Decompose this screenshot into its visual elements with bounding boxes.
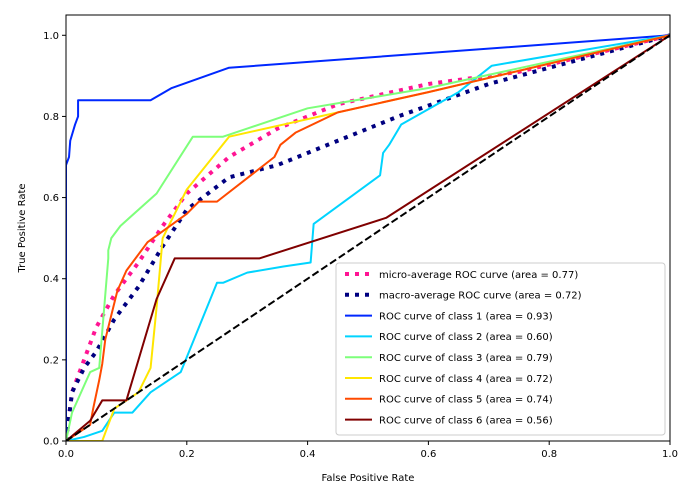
roc-curve-class-5 bbox=[66, 34, 670, 441]
chance-diagonal-line bbox=[66, 34, 670, 441]
y-tick-label: 0.8 bbox=[43, 112, 59, 123]
legend-label: ROC curve of class 5 (area = 0.74) bbox=[379, 395, 553, 406]
legend-label: ROC curve of class 3 (area = 0.79) bbox=[379, 353, 553, 364]
y-tick-label: 1.0 bbox=[43, 31, 59, 42]
macro-average-curve bbox=[66, 33, 670, 441]
roc-curve-class-3 bbox=[66, 34, 670, 441]
roc-curve-class-2 bbox=[66, 34, 670, 441]
y-axis: 0.0 0.2 0.4 0.6 0.8 1.0 bbox=[43, 31, 66, 448]
y-tick-label: 0.4 bbox=[43, 274, 59, 285]
x-tick-label: 0.6 bbox=[420, 449, 436, 460]
legend-frame bbox=[335, 262, 666, 436]
x-tick-label: 0.8 bbox=[541, 449, 557, 460]
roc-curve-class-1 bbox=[66, 34, 670, 441]
legend-label: ROC curve of class 1 (area = 0.93) bbox=[379, 311, 553, 322]
y-axis-label: True Positive Rate bbox=[17, 183, 28, 273]
legend-label: ROC curve of class 6 (area = 0.56) bbox=[379, 415, 553, 426]
axes-frame bbox=[65, 14, 671, 442]
y-tick-label: 0.6 bbox=[43, 193, 59, 204]
x-axis: 0.0 0.2 0.4 0.6 0.8 1.0 bbox=[58, 441, 678, 460]
y-tick-label: 0.0 bbox=[43, 437, 59, 448]
legend-label: micro-average ROC curve (area = 0.77) bbox=[379, 270, 578, 281]
y-tick-label: 0.2 bbox=[43, 355, 59, 366]
legend-entries: micro-average ROC curve (area = 0.77) mac… bbox=[345, 270, 582, 426]
plot-area bbox=[65, 14, 671, 442]
series-layer bbox=[66, 33, 670, 441]
x-tick-label: 1.0 bbox=[662, 449, 678, 460]
legend: micro-average ROC curve (area = 0.77) mac… bbox=[335, 262, 666, 436]
x-tick-label: 0.2 bbox=[179, 449, 195, 460]
legend-label: ROC curve of class 4 (area = 0.72) bbox=[379, 374, 553, 385]
x-tick-label: 0.4 bbox=[300, 449, 316, 460]
roc-curve-class-6 bbox=[66, 34, 670, 441]
x-axis-label: False Positive Rate bbox=[322, 473, 415, 484]
roc-curve-class-4 bbox=[66, 34, 670, 441]
legend-label: ROC curve of class 2 (area = 0.60) bbox=[379, 332, 553, 343]
x-tick-label: 0.0 bbox=[58, 449, 74, 460]
legend-label: macro-average ROC curve (area = 0.72) bbox=[379, 291, 582, 302]
